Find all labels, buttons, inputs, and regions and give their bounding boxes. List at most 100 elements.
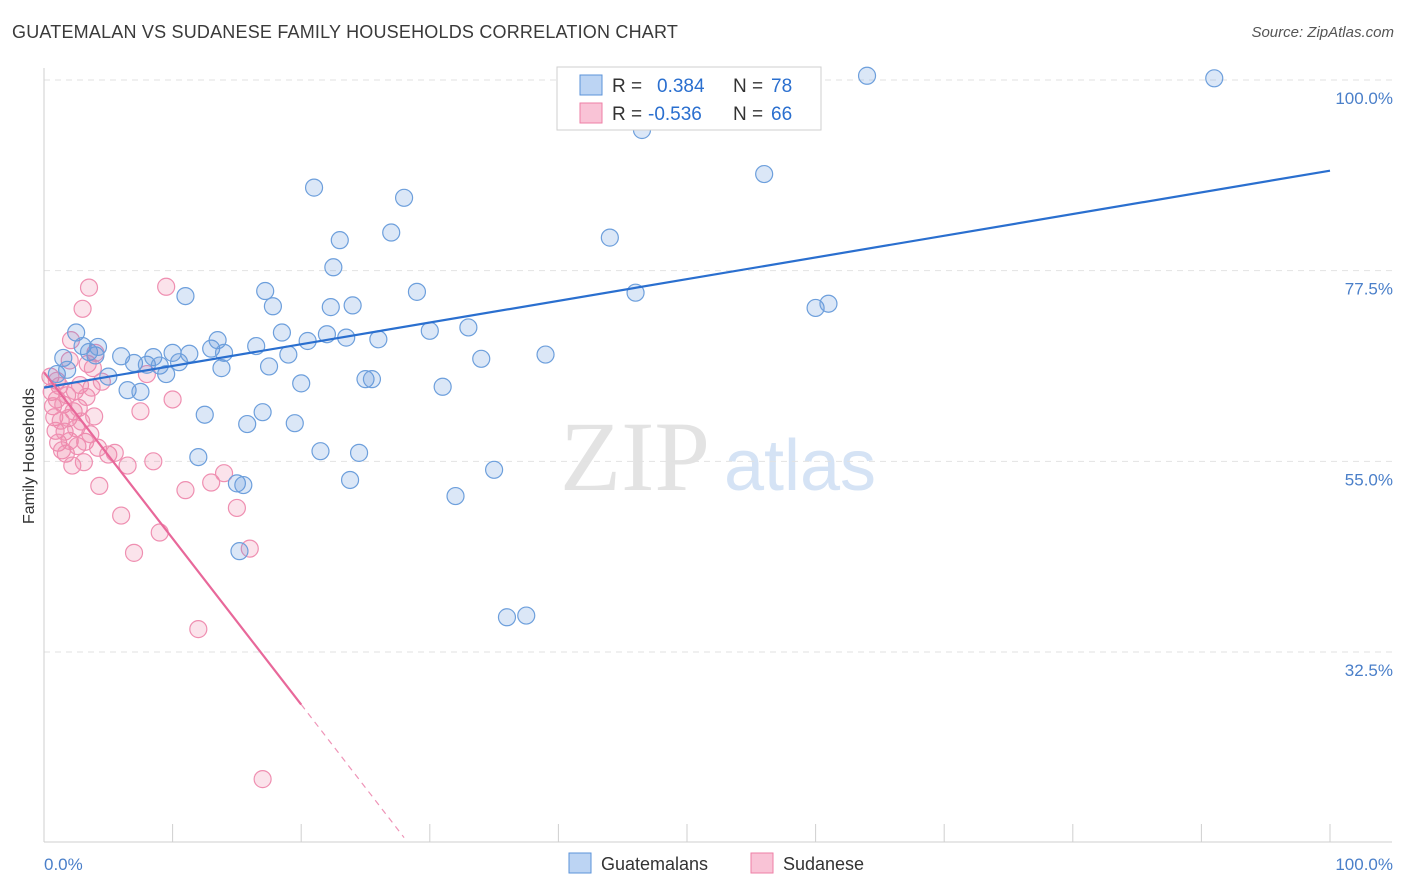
sudanese-point-27 — [73, 299, 92, 318]
guatemalans-point-44 — [321, 298, 340, 317]
guatemalans-point-55 — [394, 188, 414, 207]
guatemalans-point-30 — [238, 414, 257, 434]
guatemalans-point-46 — [330, 231, 349, 250]
legend-r-label-2: R = — [612, 104, 642, 125]
y-tick-label-2: 55.0% — [1345, 470, 1393, 489]
guatemalans-point-7 — [88, 337, 108, 357]
sudanese-point-51 — [163, 390, 182, 409]
sudanese-point-56 — [227, 498, 246, 518]
guatemalans-point-58 — [433, 377, 452, 396]
legend-n-value-2: 66 — [771, 104, 792, 125]
sudanese-point-32 — [79, 278, 99, 297]
guatemalans-point-63 — [497, 608, 517, 627]
guatemalans-point-51 — [356, 370, 375, 389]
guatemalans-point-61 — [472, 349, 491, 368]
legend-r-value-1: 0.384 — [657, 76, 705, 97]
guatemalans-point-16 — [157, 364, 176, 384]
x-tick-label-0: 0.0% — [44, 855, 83, 874]
bottom-swatch-sudanese — [750, 852, 774, 874]
guatemalans-point-45 — [324, 258, 343, 277]
sudanese-point-48 — [144, 452, 163, 471]
y-tick-label-3: 32.5% — [1345, 661, 1393, 680]
guatemalans-point-39 — [292, 374, 311, 393]
bottom-legend-guatemalans: Guatemalans — [601, 854, 708, 874]
guatemalans-point-34 — [259, 357, 279, 376]
guatemalans-point-29 — [234, 475, 253, 495]
guatemalans-point-32 — [253, 403, 272, 422]
y-tick-label-1: 77.5% — [1345, 280, 1393, 299]
legend-r-label-1: R = — [612, 76, 642, 97]
guatemalans-point-54 — [382, 223, 401, 242]
watermark-zip: ZIP — [560, 401, 710, 512]
legend-swatch-sudanese — [579, 102, 603, 124]
y-tick-label-0: 100.0% — [1335, 89, 1393, 108]
legend-n-label-2: N = — [733, 104, 763, 125]
guatemalans-point-35 — [263, 297, 283, 316]
guatemalans-point-12 — [131, 382, 150, 401]
legend-r-value-2: -0.536 — [648, 104, 702, 125]
sudanese-point-45 — [124, 543, 144, 562]
sudanese-trend-extension — [300, 704, 405, 838]
chart-title: GUATEMALAN VS SUDANESE FAMILY HOUSEHOLDS… — [12, 22, 679, 42]
trend-lines — [43, 169, 1331, 838]
guatemalans-point-2 — [58, 360, 77, 379]
guatemalans-point-69 — [755, 164, 774, 184]
guatemalans-point-19 — [176, 286, 195, 306]
guatemalans-point-57 — [420, 321, 439, 340]
x-tick-labels: 0.0% 100.0% — [44, 855, 1393, 874]
sudanese-point-30 — [77, 387, 96, 407]
guatemalans-point-27 — [227, 474, 246, 493]
guatemalans-point-65 — [536, 345, 555, 364]
guatemalans-point-1 — [54, 348, 73, 368]
sudanese-point-54 — [202, 473, 221, 492]
guatemalans-point-41 — [304, 178, 324, 197]
sudanese-point-38 — [88, 438, 108, 457]
sudanese-point-53 — [189, 620, 208, 639]
sudanese-point-28 — [74, 453, 93, 472]
guatemalans-point-0 — [47, 364, 66, 384]
sudanese-point-49 — [150, 523, 169, 542]
guatemalans-point-49 — [343, 296, 362, 315]
guatemalans-point-72 — [857, 66, 877, 85]
sudanese-point-50 — [157, 277, 176, 296]
guatemalans-point-56 — [407, 282, 427, 301]
x-tick-label-1: 100.0% — [1335, 855, 1393, 874]
sudanese-point-42 — [105, 443, 124, 462]
guatemalans-point-52 — [362, 370, 382, 389]
guatemalans-point-40 — [298, 331, 317, 351]
sudanese-point-52 — [176, 481, 195, 500]
guatemalans-point-73 — [1205, 69, 1224, 88]
guatemalans-point-25 — [212, 359, 231, 378]
guatemalans-point-28 — [230, 542, 249, 561]
y-tick-labels: 100.0% 77.5% 55.0% 32.5% — [1335, 89, 1393, 680]
guatemalans-point-62 — [485, 460, 504, 479]
legend-swatch-guatemalans — [579, 74, 603, 96]
legend-n-label-1: N = — [733, 76, 763, 97]
guatemalans-point-33 — [256, 281, 275, 301]
legend-n-value-1: 78 — [771, 76, 792, 97]
guatemalans-point-59 — [446, 486, 465, 506]
guatemalans-point-50 — [349, 443, 369, 462]
gridlines — [44, 79, 1392, 653]
guatemalans-point-60 — [459, 318, 478, 337]
axes — [43, 68, 1392, 843]
bottom-legend-sudanese: Sudanese — [783, 854, 864, 874]
sudanese-trend-line — [43, 371, 303, 706]
guatemalans-point-64 — [517, 606, 536, 625]
guatemalans-point-42 — [311, 442, 330, 461]
guatemalans-point-20 — [180, 344, 199, 363]
guatemalans-points — [47, 66, 1224, 627]
watermark-atlas: atlas — [724, 426, 876, 506]
guatemalans-trend-line — [43, 169, 1331, 389]
guatemalans-point-48 — [340, 470, 360, 490]
sudanese-point-19 — [63, 456, 82, 475]
guatemalans-point-53 — [369, 330, 388, 349]
guatemalans-point-66 — [600, 228, 619, 247]
guatemalans-point-36 — [272, 323, 292, 342]
y-axis-title: Family Households — [21, 388, 38, 524]
guatemalans-point-38 — [285, 414, 304, 433]
sudanese-point-36 — [85, 407, 104, 426]
guatemalans-point-22 — [195, 405, 214, 424]
guatemalans-point-71 — [819, 294, 838, 313]
